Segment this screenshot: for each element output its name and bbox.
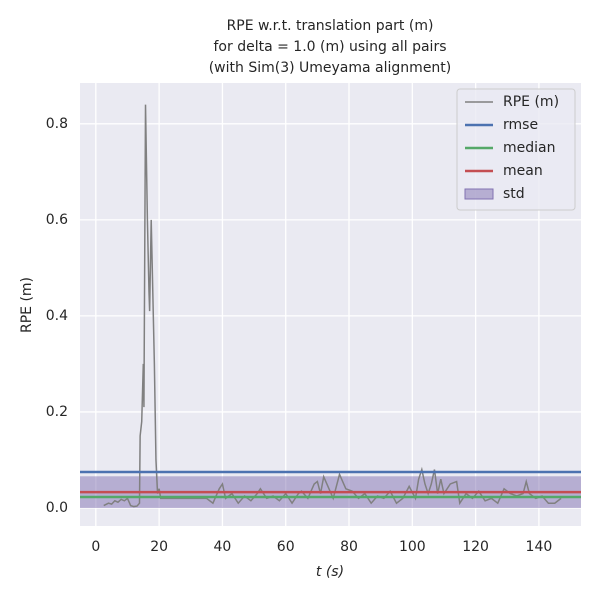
legend-label: RPE (m) — [503, 94, 559, 110]
x-axis-label: t (s) — [316, 564, 344, 580]
y-tick-label: 0.4 — [46, 308, 68, 324]
x-tick-label: 80 — [340, 539, 358, 555]
legend-label: std — [503, 186, 525, 202]
legend-box — [456, 88, 576, 211]
x-tick-label: 100 — [399, 539, 426, 555]
legend-swatch — [464, 188, 494, 200]
legend-label: median — [503, 140, 555, 156]
legend-label: mean — [503, 163, 543, 179]
y-tick-label: 0.0 — [46, 500, 68, 516]
chart-title: (with Sim(3) Umeyama alignment) — [209, 60, 452, 76]
x-tick-label: 120 — [462, 539, 489, 555]
y-tick-label: 0.8 — [46, 116, 68, 132]
legend-label: rmse — [503, 117, 538, 133]
chart-title: RPE w.r.t. translation part (m) — [227, 18, 434, 34]
y-tick-label: 0.2 — [46, 404, 68, 420]
x-tick-label: 40 — [214, 539, 232, 555]
marks — [80, 104, 581, 508]
legend: RPE (m) rmse median mean std — [456, 88, 576, 211]
x-tick-label: 20 — [150, 539, 168, 555]
y-axis-label: RPE (m) — [19, 277, 35, 333]
chart-title: for delta = 1.0 (m) using all pairs — [214, 39, 447, 55]
x-tick-label: 0 — [91, 539, 100, 555]
x-tick-label: 60 — [277, 539, 295, 555]
y-tick-label: 0.6 — [46, 212, 68, 228]
x-tick-label: 140 — [526, 539, 553, 555]
